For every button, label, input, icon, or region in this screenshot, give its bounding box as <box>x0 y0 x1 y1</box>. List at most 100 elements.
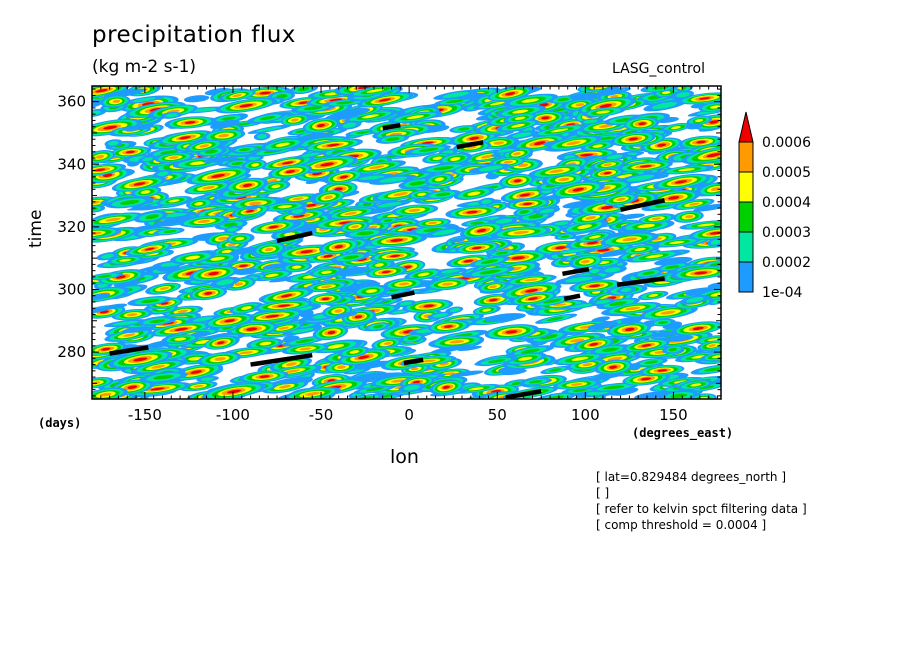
precip-cell <box>350 173 395 182</box>
precip-cell <box>241 159 267 171</box>
kelvin-track <box>250 352 313 367</box>
precip-cell <box>637 290 669 301</box>
x-tick-label: -100 <box>216 406 250 424</box>
precip-cell <box>439 152 473 166</box>
precip-cell <box>429 379 464 395</box>
precip-cell <box>304 281 348 293</box>
kelvin-track <box>620 198 666 212</box>
precip-cell <box>586 373 624 382</box>
precip-cell <box>693 203 721 212</box>
precip-cell <box>319 238 359 255</box>
precip-cell <box>687 382 721 392</box>
precip-cell <box>594 359 633 375</box>
precip-cell <box>395 300 416 308</box>
precip-cell <box>279 378 310 385</box>
precip-cell <box>549 247 597 255</box>
precip-cell <box>253 132 271 141</box>
precip-cell <box>530 295 574 307</box>
precip-cell <box>662 345 684 354</box>
precip-cell <box>127 296 172 307</box>
precip-cell <box>111 176 167 192</box>
x-axis-units: (degrees_east) <box>632 426 734 440</box>
precip-cell <box>685 122 703 130</box>
precip-cell <box>617 213 645 220</box>
precip-cell <box>218 89 256 102</box>
precip-cell <box>632 268 664 278</box>
precip-field <box>92 86 721 399</box>
precip-cell <box>502 93 559 108</box>
precip-cell <box>634 391 672 399</box>
y-tick-label: 320 <box>57 218 86 236</box>
precip-cell <box>202 156 238 163</box>
precip-cell <box>215 97 278 114</box>
precip-cell <box>121 326 153 334</box>
precip-cell <box>276 244 336 260</box>
precip-cell <box>210 276 241 288</box>
precip-cell <box>308 292 345 305</box>
x-tick-label: 50 <box>488 406 507 424</box>
precip-cell <box>305 178 320 185</box>
precip-cell <box>184 139 223 153</box>
x-tick-label: -150 <box>128 406 162 424</box>
y-tick-label: 280 <box>57 343 86 361</box>
precip-cell <box>189 265 238 282</box>
kelvin-track <box>616 276 665 287</box>
precip-cell <box>229 246 259 255</box>
precip-cell <box>462 266 515 278</box>
precip-cell <box>487 86 535 102</box>
precip-cell <box>391 204 439 217</box>
precip-cell <box>347 86 403 98</box>
precip-cell <box>587 321 619 330</box>
precip-cell <box>161 334 200 345</box>
precip-cell <box>670 266 721 280</box>
precip-cell <box>154 152 195 163</box>
colorbar-label: 0.0003 <box>762 225 811 241</box>
precip-cell <box>184 315 220 324</box>
precip-cell <box>282 326 322 336</box>
note-filtering: [ refer to kelvin spct filtering data ] <box>596 502 807 516</box>
precip-cell <box>568 254 603 269</box>
precip-cell <box>490 226 551 239</box>
precip-cell <box>570 92 602 101</box>
precip-cell <box>453 187 495 201</box>
precip-cell <box>601 152 630 161</box>
precip-cell <box>508 198 526 204</box>
precip-cell <box>357 92 414 108</box>
precip-cell <box>338 346 370 358</box>
colorbar-label: 1e-04 <box>762 285 802 301</box>
precip-cell <box>499 173 534 189</box>
precip-cell <box>643 99 687 112</box>
precip-cell <box>388 111 443 124</box>
precip-cell <box>472 305 501 315</box>
precip-cell <box>153 169 173 178</box>
precip-cell <box>344 109 399 123</box>
x-tick-label: 100 <box>571 406 600 424</box>
precip-cell <box>535 313 578 324</box>
precip-cell <box>430 344 472 354</box>
precip-cell <box>697 340 721 351</box>
precip-cell <box>638 364 685 377</box>
precip-cell <box>653 173 711 190</box>
precip-cell <box>484 324 539 340</box>
precip-cell <box>501 282 562 300</box>
precip-cell <box>449 125 478 133</box>
precip-cell <box>92 293 111 301</box>
precip-cell <box>268 164 313 179</box>
precip-cell <box>404 268 442 281</box>
precip-cell <box>92 150 116 164</box>
precip-cell <box>638 213 677 224</box>
precip-cell <box>580 118 604 125</box>
precip-cell <box>654 256 693 266</box>
precip-cell <box>688 226 721 241</box>
precip-cell <box>298 132 335 142</box>
precip-cell <box>376 216 399 225</box>
precip-cell <box>428 320 471 333</box>
precip-cell <box>103 88 146 98</box>
precip-cell <box>672 210 704 223</box>
precip-cell <box>246 337 284 350</box>
precip-cell <box>569 279 620 293</box>
precip-cell <box>369 174 417 185</box>
precip-cell <box>310 190 346 205</box>
y-axis-units: (days) <box>38 416 82 430</box>
